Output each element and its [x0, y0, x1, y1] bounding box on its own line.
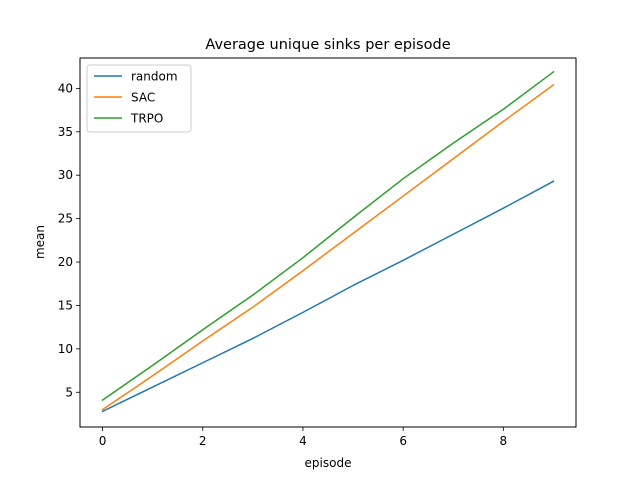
series-line-sac: [101, 83, 555, 411]
plot-lines: [101, 70, 555, 413]
legend-label-trpo: TRPO: [130, 112, 163, 126]
y-tick-label: 40: [58, 81, 73, 95]
y-axis-label: mean: [33, 225, 47, 259]
legend: random SAC TRPO: [86, 64, 192, 133]
plot-frame: [79, 57, 577, 428]
y-tick-label: 20: [58, 255, 73, 269]
y-tick-label: 35: [58, 125, 73, 139]
y-tick-label: 5: [65, 385, 73, 399]
series-line-trpo: [101, 70, 555, 402]
x-tick-label: 2: [199, 434, 207, 448]
x-tick-label: 8: [500, 434, 508, 448]
x-tick-label: 6: [399, 434, 407, 448]
y-tick-label: 15: [58, 298, 73, 312]
y-axis: 5 10 15 20 25 30 35 40: [58, 81, 80, 399]
series-line-random: [101, 180, 555, 413]
x-tick-label: 4: [299, 434, 307, 448]
legend-label-sac: SAC: [131, 91, 155, 105]
x-tick-label: 0: [99, 434, 107, 448]
y-tick-label: 30: [58, 168, 73, 182]
y-tick-label: 10: [58, 342, 73, 356]
legend-label-random: random: [131, 70, 178, 84]
x-axis: 0 2 4 6 8: [99, 427, 507, 448]
y-tick-label: 25: [58, 212, 73, 226]
x-axis-label: episode: [305, 456, 352, 470]
chart-title: Average unique sinks per episode: [205, 37, 450, 53]
legend-box: [86, 64, 192, 133]
